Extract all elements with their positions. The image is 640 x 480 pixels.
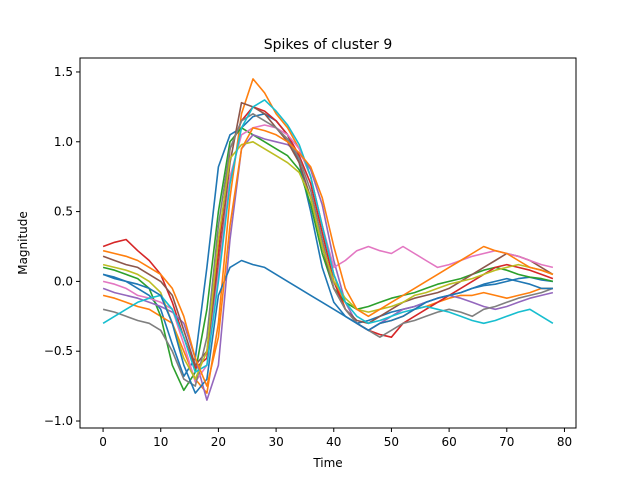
series-layer (102, 78, 554, 401)
x-tick-label-7: 70 (499, 435, 514, 449)
series-line-11 (102, 127, 554, 387)
x-axis-label: Time (312, 456, 342, 470)
series-line-5 (102, 101, 554, 366)
plot-frame (79, 57, 577, 429)
plot-area (80, 58, 576, 428)
x-tick-label-6: 60 (441, 435, 456, 449)
series-line-3 (102, 106, 554, 369)
x-tick-label-1: 10 (153, 435, 168, 449)
series-line-6 (102, 124, 554, 383)
y-tick-label-3: 0.5 (54, 205, 73, 219)
y-tick-label-4: 1.0 (54, 135, 73, 149)
x-axis-ticks: 0 10 20 30 40 50 60 70 80 (99, 428, 572, 449)
y-axis-label: Magnitude (16, 211, 30, 275)
series-line-10 (102, 259, 553, 394)
x-tick-label-4: 40 (326, 435, 341, 449)
x-tick-label-8: 80 (557, 435, 572, 449)
series-line-4 (102, 134, 554, 401)
y-tick-label-5: 1.5 (54, 65, 73, 79)
y-tick-label-1: −0.5 (44, 344, 73, 358)
y-tick-label-0: −1.0 (44, 414, 73, 428)
y-tick-label-2: 0.0 (54, 274, 73, 288)
series-line-8 (102, 141, 554, 380)
x-tick-label-3: 30 (268, 435, 283, 449)
x-tick-label-5: 50 (384, 435, 399, 449)
chart-title: Spikes of cluster 9 (264, 37, 393, 53)
x-tick-label-2: 20 (211, 435, 226, 449)
y-axis-ticks: −1.0 −0.5 0.0 0.5 1.0 1.5 (44, 65, 80, 428)
series-line-2 (102, 127, 554, 392)
series-line-9 (102, 99, 554, 373)
x-tick-label-0: 0 (99, 435, 107, 449)
